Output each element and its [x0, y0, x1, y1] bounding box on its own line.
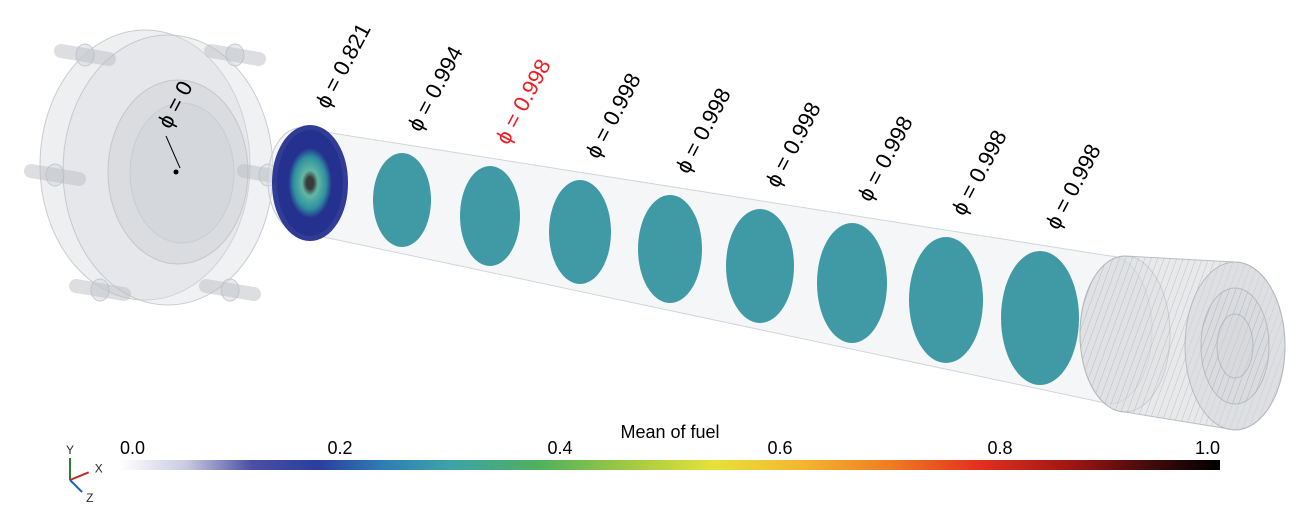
colorbar-tick-label: 0.8 [987, 438, 1012, 458]
slice-label: ϕ = 0.998 [670, 84, 735, 177]
colorbar-tick-label: 1.0 [1195, 438, 1220, 458]
slice-label: ϕ = 0.998 [760, 98, 825, 191]
slice-3 [549, 180, 611, 284]
svg-text:Y: Y [66, 443, 74, 457]
slice-ellipse [1001, 251, 1079, 385]
slice-ellipse [909, 237, 983, 363]
slice-1 [373, 153, 431, 247]
slice-ellipse [460, 166, 520, 266]
slice-5 [726, 209, 794, 323]
svg-text:Z: Z [86, 491, 93, 505]
slice-2 [460, 166, 520, 266]
slice-label: ϕ = 0.998 [580, 69, 645, 162]
slice-ellipse [638, 195, 702, 303]
slice-ellipse [549, 180, 611, 284]
slice-label: ϕ = 0.998 [490, 55, 555, 148]
scene-svg: ϕ = 0.821 ϕ = 0.994 ϕ = 0.998 ϕ = 0.998 ϕ = … [0, 0, 1299, 522]
slice-7 [909, 237, 983, 363]
slice-6 [817, 223, 887, 343]
slice-4 [638, 195, 702, 303]
slice-label: ϕ = 0.998 [1040, 140, 1105, 233]
orientation-triad-icon: Y X Z [66, 443, 103, 505]
slice-label: ϕ = 0.994 [402, 42, 467, 135]
colorbar-tick-label: 0.2 [327, 438, 352, 458]
colorbar-tick-label: 0.6 [767, 438, 792, 458]
inlet-flange [31, 30, 292, 305]
svg-text:X: X [95, 461, 103, 475]
colorbar-tick-label: 0.4 [547, 438, 572, 458]
burner-head [1080, 256, 1285, 430]
slice-8 [1001, 251, 1079, 385]
slice-label: ϕ = 0.821 [310, 19, 375, 112]
slice-ellipse [373, 153, 431, 247]
colorbar-tick-label: 0.0 [120, 438, 145, 458]
slice-label: ϕ = 0.998 [946, 126, 1011, 219]
colorbar-title: Mean of fuel [620, 422, 719, 442]
colorbar-gradient [120, 460, 1220, 470]
inlet-center-dot [174, 170, 179, 175]
slice-label: ϕ = 0.998 [852, 112, 917, 205]
slice-ellipse [817, 223, 887, 343]
slice-0 [277, 130, 343, 236]
colorbar: Mean of fuel 0.0 0.2 0.4 0.6 0.8 1.0 [120, 422, 1220, 470]
slice-ellipse [726, 209, 794, 323]
